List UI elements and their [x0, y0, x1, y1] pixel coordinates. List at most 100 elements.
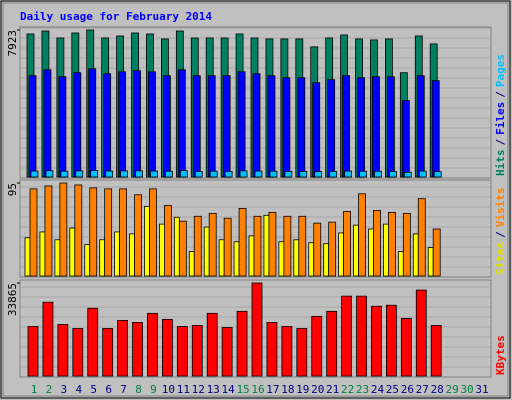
bar: [203, 226, 210, 277]
x-tick-label: 22: [341, 383, 354, 396]
bar: [357, 77, 365, 178]
bar: [248, 235, 255, 277]
bar: [43, 69, 52, 178]
bar: [117, 320, 128, 377]
bar: [269, 170, 278, 178]
x-tick-label: 30: [460, 383, 473, 396]
legend-separator: /: [494, 91, 507, 98]
bar: [353, 224, 359, 277]
bar: [266, 322, 278, 377]
chart-title: Daily usage for February 2014: [20, 10, 212, 23]
bar: [296, 328, 308, 377]
bar: [90, 170, 99, 178]
bar: [54, 239, 61, 277]
bar: [42, 301, 54, 377]
x-tick-label: 16: [251, 383, 264, 396]
bar: [338, 232, 345, 277]
legend: KBytes: [494, 335, 507, 375]
bar: [176, 326, 188, 377]
bar: [252, 73, 261, 178]
bar: [386, 76, 395, 178]
bar: [87, 307, 99, 377]
legend-entry: Pages: [494, 54, 507, 87]
bar: [179, 170, 188, 178]
bar: [221, 327, 233, 377]
bar: [57, 324, 69, 377]
legend: Hits / Files / Pages: [494, 54, 507, 176]
bar: [164, 170, 173, 178]
x-tick-label: 12: [192, 383, 205, 396]
bar: [308, 242, 315, 277]
bar: [74, 184, 83, 277]
bar: [281, 326, 293, 377]
bar: [401, 100, 410, 178]
bar: [147, 312, 158, 377]
bar: [224, 171, 233, 178]
bar: [58, 76, 67, 178]
bar: [103, 73, 112, 178]
bar: [313, 222, 322, 277]
bar: [358, 193, 366, 277]
y-tick-label: 7923: [6, 30, 19, 57]
bar: [297, 77, 306, 178]
bar: [188, 251, 195, 277]
bar: [206, 312, 218, 377]
bar: [385, 304, 397, 377]
bar: [45, 170, 54, 178]
bar: [60, 170, 69, 178]
bar: [132, 322, 143, 377]
bar: [267, 75, 276, 178]
x-tick-label: 10: [162, 383, 175, 396]
bar: [191, 325, 203, 377]
x-tick-label: 31: [475, 383, 488, 396]
bar: [238, 208, 247, 277]
bar: [359, 170, 367, 178]
x-tick-label: 24: [371, 383, 385, 396]
bar: [326, 310, 338, 377]
inner-border: [2, 2, 509, 397]
bar: [373, 210, 381, 277]
bar: [327, 79, 336, 178]
bar: [114, 231, 120, 277]
x-tick-label: 23: [356, 383, 369, 396]
legend: Sites / Visits: [494, 188, 507, 276]
bar: [73, 72, 82, 178]
bar: [193, 215, 202, 277]
bar: [162, 75, 171, 178]
bar: [144, 206, 150, 277]
x-tick-label: 9: [150, 383, 157, 396]
bar: [99, 239, 106, 277]
bar: [158, 223, 165, 277]
bar: [433, 171, 442, 178]
bar: [173, 216, 180, 277]
bar: [323, 243, 330, 277]
bar: [44, 185, 53, 277]
bar: [59, 182, 68, 277]
bar: [374, 170, 382, 178]
legend-separator: /: [494, 231, 507, 238]
bar: [194, 171, 203, 178]
legend-entry: Hits: [494, 150, 507, 177]
bar: [403, 171, 412, 178]
bar: [207, 75, 216, 178]
bar: [254, 170, 263, 178]
y-tick-label: 33865: [6, 283, 19, 316]
bar: [278, 241, 285, 277]
bar: [208, 212, 217, 277]
bar: [282, 77, 291, 178]
bar: [412, 233, 419, 277]
bar: [387, 211, 396, 277]
bar: [89, 187, 98, 277]
bar: [328, 221, 337, 277]
x-tick-label: 4: [75, 383, 82, 396]
legend-entry: Sites: [494, 242, 507, 275]
x-tick-label: 11: [177, 383, 190, 396]
bar: [218, 239, 225, 277]
bar: [341, 295, 353, 377]
legend-entry: Visits: [494, 188, 507, 228]
x-tick-label: 15: [236, 383, 249, 396]
bar: [118, 71, 126, 178]
x-tick-label: 29: [446, 383, 459, 396]
bar: [268, 211, 277, 277]
